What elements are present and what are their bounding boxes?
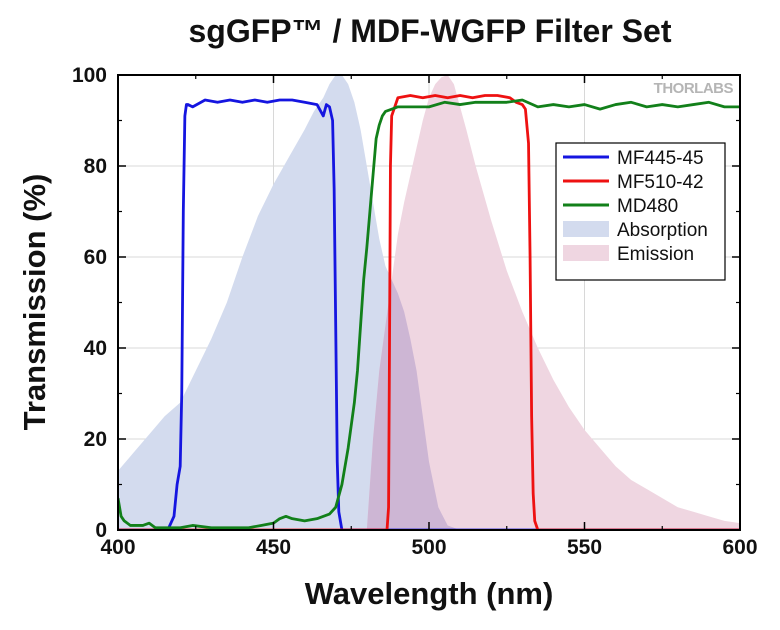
emission-area (366, 75, 740, 530)
tick-labels: 400 450 500 550 600 0 20 40 60 80 100 (72, 64, 758, 559)
absorption-legend-swatch (563, 221, 609, 237)
x-tick-label: 500 (411, 536, 446, 559)
thorlabs-watermark: THORLABS (654, 80, 734, 97)
axis-ticks (117, 74, 741, 531)
chart-title: sgGFP™ / MDF-WGFP Filter Set (189, 13, 672, 49)
legend: MF445-45 MF510-42 MD480 Absorption Emission (555, 142, 726, 281)
y-tick-label: 100 (72, 64, 107, 87)
x-tick-label: 600 (722, 536, 757, 559)
absorption-area (118, 75, 461, 530)
y-axis-label: Transmission (%) (17, 174, 52, 431)
mf510-42-curve (118, 94, 740, 530)
y-tick-label: 60 (84, 246, 107, 269)
y-tick-label: 80 (84, 155, 107, 178)
mf445-45-curve (118, 98, 740, 530)
emission-legend-label: Emission (617, 244, 694, 265)
x-tick-label: 400 (100, 536, 135, 559)
y-tick-label: 20 (84, 428, 107, 451)
y-tick-label: 0 (95, 519, 107, 542)
y-tick-label: 40 (84, 337, 107, 360)
absorption-legend-label: Absorption (617, 220, 708, 241)
x-tick-label: 450 (256, 536, 291, 559)
mf510-42-legend-label: MF510-42 (617, 172, 704, 193)
x-axis-label: Wavelength (nm) (305, 576, 554, 611)
md480-curve (118, 98, 740, 530)
filter-curves (118, 94, 740, 530)
x-tick-label: 550 (567, 536, 602, 559)
mf445-45-legend-label: MF445-45 (617, 148, 704, 169)
md480-legend-label: MD480 (617, 196, 678, 217)
emission-legend-swatch (563, 245, 609, 261)
